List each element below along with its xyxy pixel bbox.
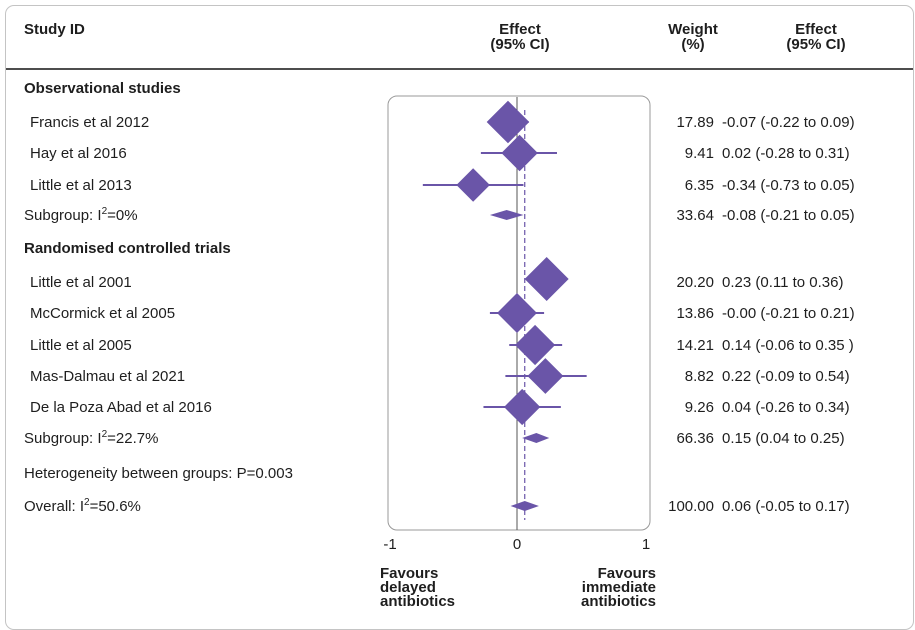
overall-label: Overall: I2=50.6%: [24, 497, 141, 516]
header-rule: [6, 68, 913, 70]
study-label: Hay et al 2016: [30, 145, 127, 162]
effect-marker: [504, 388, 541, 426]
favours-immediate-label: Favours immediate antibiotics: [580, 565, 656, 610]
header-effect-ci: Effect (95% CI): [786, 21, 846, 53]
effect-ci-text: 0.02 (-0.28 to 0.31): [722, 145, 850, 162]
heterogeneity-note: Heterogeneity between groups: P=0.003: [24, 465, 293, 482]
pooled-diamond: [522, 433, 550, 443]
x-tick-label: -1: [383, 536, 397, 553]
effect-ci-text: 0.06 (-0.05 to 0.17): [722, 498, 850, 515]
weight-value: 6.35: [684, 177, 714, 194]
effect-ci-text: 0.14 (-0.06 to 0.35 ): [722, 337, 854, 354]
weight-value: 9.26: [684, 399, 714, 416]
effect-ci-text: -0.08 (-0.21 to 0.05): [722, 207, 855, 224]
pooled-diamond: [510, 501, 539, 511]
pooled-diamond: [489, 210, 524, 220]
favours-delayed-label: Favours delayed antibiotics: [380, 565, 456, 610]
weight-value: 8.82: [684, 368, 714, 385]
effect-ci-text: 0.15 (0.04 to 0.25): [722, 430, 845, 447]
subgroup-label: Subgroup: I2=0%: [24, 206, 138, 225]
header-effect-plot: Effect (95% CI): [490, 21, 550, 53]
weight-value: 13.86: [676, 305, 714, 322]
effect-ci-text: -0.07 (-0.22 to 0.09): [722, 114, 855, 131]
weight-value: 33.64: [676, 207, 714, 224]
study-label: Little et al 2005: [30, 337, 132, 354]
effect-marker: [501, 134, 538, 172]
weight-value: 100.00: [668, 498, 714, 515]
study-label: Francis et al 2012: [30, 114, 150, 131]
x-tick-label: 1: [641, 536, 651, 553]
effect-marker: [486, 100, 530, 144]
effect-ci-text: -0.00 (-0.21 to 0.21): [722, 305, 855, 322]
study-label: Little et al 2013: [30, 177, 132, 194]
weight-value: 66.36: [676, 430, 714, 447]
weight-value: 20.20: [676, 274, 714, 291]
study-label: Mas-Dalmau et al 2021: [30, 368, 186, 385]
weight-value: 17.89: [676, 114, 714, 131]
effect-ci-text: 0.22 (-0.09 to 0.54): [722, 368, 850, 385]
weight-value: 9.41: [684, 145, 714, 162]
study-label: De la Poza Abad et al 2016: [30, 399, 212, 416]
study-label: McCormick et al 2005: [30, 305, 176, 322]
group-label-rct: Randomised controlled trials: [24, 240, 231, 257]
effect-marker: [456, 168, 490, 202]
plot-panel: [387, 95, 651, 531]
study-label: Little et al 2001: [30, 274, 132, 291]
effect-marker: [497, 293, 537, 333]
header-weight: Weight (%): [668, 21, 718, 53]
effect-marker: [514, 324, 556, 366]
header-study-id: Study ID: [24, 21, 85, 38]
effect-marker: [527, 358, 564, 394]
effect-ci-text: -0.34 (-0.73 to 0.05): [722, 177, 855, 194]
effect-ci-text: 0.04 (-0.26 to 0.34): [722, 399, 850, 416]
effect-ci-text: 0.23 (0.11 to 0.36): [722, 274, 844, 291]
subgroup-label: Subgroup: I2=22.7%: [24, 429, 159, 448]
group-label-observational: Observational studies: [24, 80, 181, 97]
effect-marker: [524, 257, 569, 301]
x-tick-label: 0: [512, 536, 522, 553]
weight-value: 14.21: [676, 337, 714, 354]
